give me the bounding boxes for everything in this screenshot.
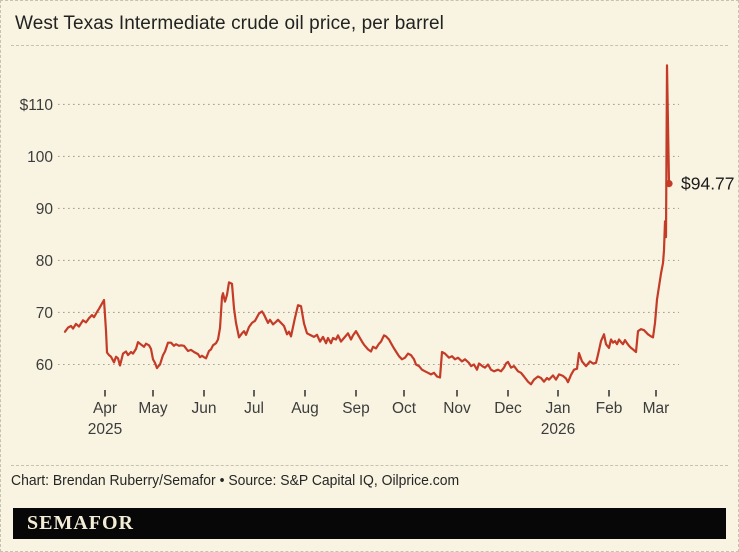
semafor-logo-text: SEMAFOR	[27, 512, 134, 534]
semafor-logo-bar: SEMAFOR	[13, 508, 726, 539]
x-axis-label: May	[138, 400, 168, 417]
y-axis-label: $110	[20, 97, 54, 114]
x-axis-label: Jan	[546, 400, 571, 417]
price-line	[63, 64, 671, 386]
last-price-dot	[665, 180, 673, 188]
x-axis-label: Apr	[93, 400, 117, 417]
y-axis-label: 60	[36, 357, 54, 374]
x-axis-label: Nov	[443, 400, 471, 417]
chart-credit: Chart: Brendan Ruberry/Semafor • Source:…	[11, 472, 460, 489]
x-axis-label: Jun	[192, 400, 217, 417]
last-price-label: $94.77	[681, 174, 735, 194]
x-axis-label: Feb	[596, 400, 623, 417]
x-axis-label: Jul	[244, 400, 264, 417]
y-axis-label: 90	[36, 201, 54, 218]
x-axis-label: Aug	[291, 400, 319, 417]
title-divider	[11, 45, 728, 46]
y-axis-label: 100	[27, 149, 53, 166]
x-axis-year-label: 2026	[541, 421, 575, 438]
x-axis-label: Sep	[342, 400, 370, 417]
x-axis-year-label: 2025	[88, 421, 122, 438]
x-axis-label: Mar	[643, 400, 670, 417]
y-axis-label: 80	[36, 253, 54, 270]
x-axis-label: Dec	[494, 400, 522, 417]
x-axis-label: Oct	[392, 400, 417, 417]
chart-title: West Texas Intermediate crude oil price,…	[15, 13, 444, 34]
footer-divider	[11, 465, 728, 466]
y-axis-label: 70	[36, 305, 54, 322]
